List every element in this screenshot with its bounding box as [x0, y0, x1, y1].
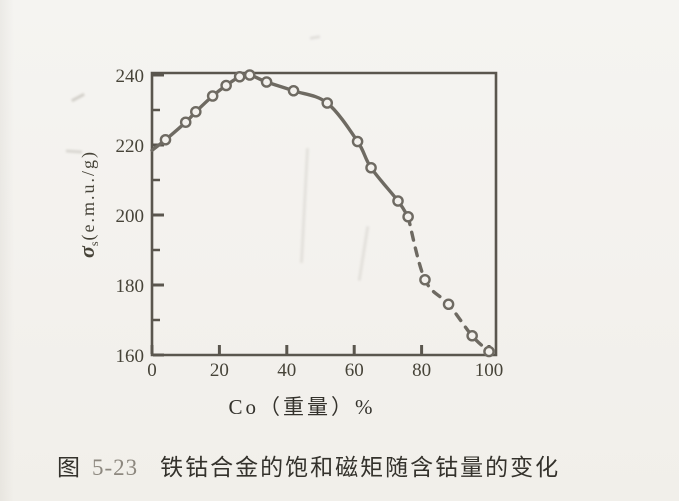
data-point-marker: [243, 69, 256, 81]
x-tick-label: 100: [475, 360, 504, 381]
x-tick-label: 60: [345, 360, 364, 381]
sigma-symbol: σ: [74, 246, 99, 259]
caption-prefix: 图: [57, 455, 80, 480]
caption-text: 铁钴合金的饱和磁矩随含钴量的变化: [160, 455, 561, 480]
y-axis-label: σs(e.m.u./g): [74, 150, 102, 258]
y-tick-label: 220: [116, 136, 145, 157]
plot-border: [150, 71, 498, 357]
data-point-marker: [365, 161, 377, 174]
data-point-marker: [159, 133, 172, 146]
data-point-marker: [351, 135, 364, 148]
x-tick-label: 20: [210, 360, 229, 381]
data-point-marker: [220, 79, 232, 92]
x-tick-label: 80: [412, 360, 431, 381]
data-point-marker: [483, 345, 495, 358]
x-axis-label: Co（重量）%: [228, 395, 376, 419]
data-point-marker: [392, 195, 404, 207]
data-point-marker: [466, 329, 478, 342]
y-axis-unit: (e.m.u./g): [78, 149, 98, 241]
y-tick-label: 200: [116, 206, 145, 227]
data-point-marker: [190, 105, 202, 118]
data-point-marker: [419, 273, 431, 286]
data-point-marker: [233, 70, 246, 83]
data-point-marker: [402, 210, 414, 223]
data-point-marker: [206, 90, 219, 102]
caption-number: 5-23: [92, 455, 139, 480]
figure-caption: 图 5-23 铁钴合金的饱和磁矩随含钴量的变化: [57, 448, 560, 482]
data-point-marker: [321, 97, 334, 109]
x-tick-label: 0: [147, 360, 157, 381]
curve-dashed: [406, 215, 491, 354]
x-tick-label: 40: [277, 360, 296, 381]
data-point-marker: [442, 298, 455, 311]
y-tick-label: 240: [116, 66, 145, 87]
sigma-subscript: s: [87, 241, 101, 247]
data-point-marker: [260, 76, 273, 88]
y-tick-label: 160: [116, 346, 145, 367]
y-tick-label: 180: [116, 276, 145, 297]
data-point-marker: [179, 116, 192, 129]
curve-solid: [150, 72, 410, 219]
data-point-marker: [287, 84, 300, 97]
